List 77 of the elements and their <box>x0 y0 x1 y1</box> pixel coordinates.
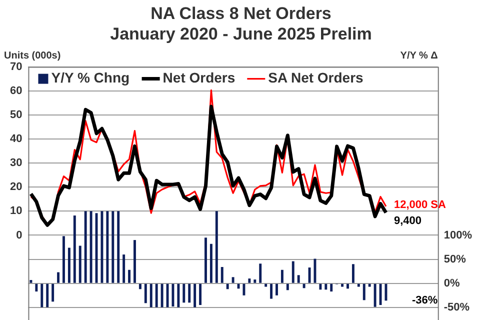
bar <box>182 284 186 303</box>
bar <box>352 264 354 283</box>
y-tick-label: 70 <box>10 60 22 73</box>
y2-axis-title: Y/Y % Δ <box>400 50 438 62</box>
text: 9,400 <box>394 215 422 228</box>
chart-subtitle: January 2020 - June 2025 Prelim <box>110 24 372 44</box>
bar <box>52 284 54 302</box>
bar <box>57 272 60 283</box>
legend-label: SA Net Orders <box>268 70 364 86</box>
bar <box>188 284 191 303</box>
bar <box>242 284 246 296</box>
bar <box>35 284 38 292</box>
y2-tick-label: 50% <box>444 253 466 266</box>
y-tick-label: 50 <box>10 108 22 121</box>
bar <box>204 238 207 283</box>
bar <box>248 278 251 283</box>
bar <box>172 284 174 306</box>
bar <box>232 277 234 283</box>
bar <box>30 280 32 283</box>
text: -36% <box>412 294 438 306</box>
bar <box>286 284 289 290</box>
bar <box>112 211 114 283</box>
y-tick-label: 60 <box>10 84 22 97</box>
legend-label: Net Orders <box>162 70 236 86</box>
text: 12,000 SA <box>394 198 446 211</box>
bar <box>276 284 278 296</box>
bar <box>330 284 333 292</box>
bar <box>324 284 328 290</box>
y-tick-label: 20 <box>10 181 22 194</box>
bar <box>84 211 87 283</box>
bar <box>280 270 284 283</box>
bar <box>128 270 131 283</box>
bar <box>155 284 158 308</box>
bar <box>100 211 104 283</box>
y-axis-title: Units (000s) <box>4 50 61 62</box>
y-tick-label: 30 <box>10 157 22 170</box>
bar <box>194 284 196 308</box>
bar <box>199 284 202 305</box>
bar <box>177 284 180 308</box>
y-tick-label: 10 <box>10 205 22 218</box>
bar <box>259 264 262 283</box>
y2-tick-label: -50% <box>444 301 470 314</box>
bar <box>40 284 44 308</box>
bar <box>270 284 273 299</box>
bar <box>254 279 256 283</box>
bar <box>106 211 109 283</box>
bar <box>160 284 164 308</box>
bar <box>46 284 49 308</box>
bar <box>150 284 152 308</box>
y-tick-label: 0 <box>16 229 22 242</box>
legend-label: Y/Y % Chng <box>51 70 130 86</box>
bar <box>210 244 212 283</box>
bar <box>68 248 70 283</box>
bar <box>297 275 300 283</box>
bar <box>122 254 126 283</box>
bar <box>362 284 366 300</box>
bar <box>117 211 120 283</box>
bar <box>144 284 147 304</box>
bar <box>62 236 65 283</box>
bar <box>134 240 136 283</box>
y-tick-label: 40 <box>10 133 22 146</box>
bar <box>292 261 294 283</box>
bar <box>302 284 306 288</box>
bar <box>138 284 142 290</box>
bar <box>319 284 322 290</box>
bar <box>220 266 224 283</box>
bar <box>90 211 92 283</box>
bar <box>78 246 82 283</box>
y2-tick-label: 100% <box>444 229 472 242</box>
bar <box>314 258 316 283</box>
bar <box>226 284 229 290</box>
bar <box>374 284 376 307</box>
bar <box>215 211 218 283</box>
bar <box>73 215 76 283</box>
y2-tick-label: 0% <box>444 277 460 290</box>
chart-title: NA Class 8 Net Orders <box>150 4 332 23</box>
bar <box>346 284 349 289</box>
